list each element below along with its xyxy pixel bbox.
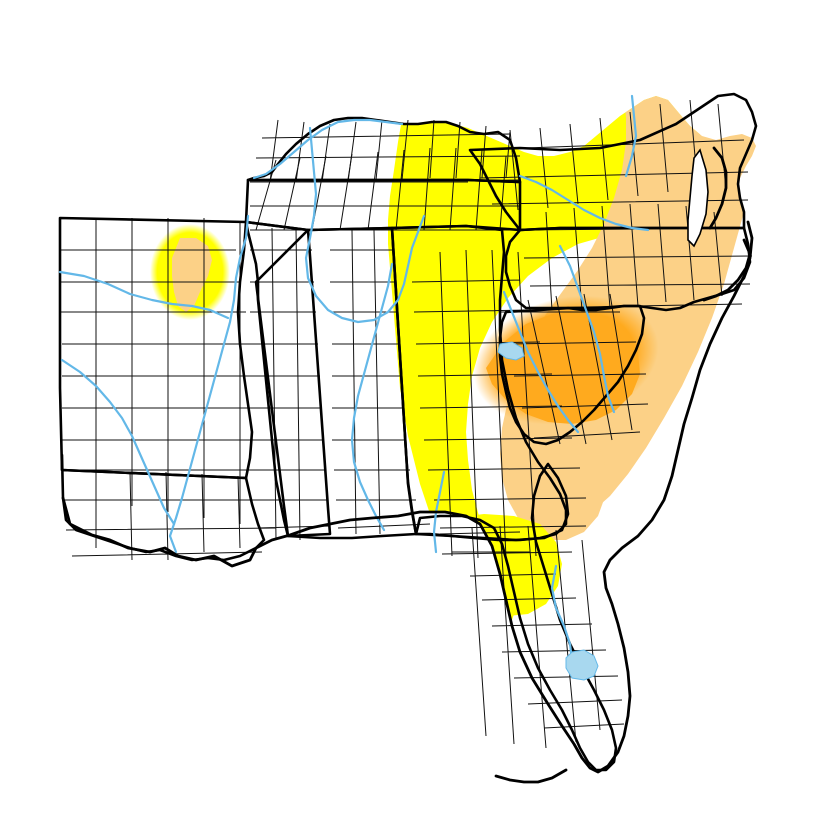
coastline-florida-keys [494,768,568,784]
coastline-layer [61,146,754,784]
drought-region-d1-northeast-arkansas [172,238,212,312]
state-border-mississippi [244,220,332,538]
coastline-gulf-atlantic [61,220,754,774]
water-feature-layer [58,94,650,662]
river-st-johns [550,564,574,662]
lake-okeechobee [565,649,599,681]
river-savannah [502,290,580,434]
outer-banks [702,238,752,302]
river-ohio [252,118,404,180]
river-arkansas [58,270,230,320]
lake-layer [497,148,709,681]
river-mississippi [168,214,250,554]
state-boundary-layer [58,92,758,772]
drought-region-d2-core-solid [486,312,640,424]
chesapeake-bay [687,148,709,248]
county-boundary-layer [60,99,753,749]
delmarva-peninsula [708,146,728,230]
river-shenandoah [624,94,638,178]
river-red [60,358,176,526]
river-james-roanoke [518,174,650,232]
state-border-virginia [468,92,758,232]
state-border-florida [414,462,618,772]
state-border-north-carolina [504,226,752,312]
lake-marion [497,341,525,361]
state-border-south-carolina [498,304,646,446]
state-border-kentucky [246,116,522,184]
river-alabama [350,262,394,532]
river-tennessee [304,126,426,324]
river-pee-dee [558,244,616,414]
state-border-arkansas [58,216,254,480]
